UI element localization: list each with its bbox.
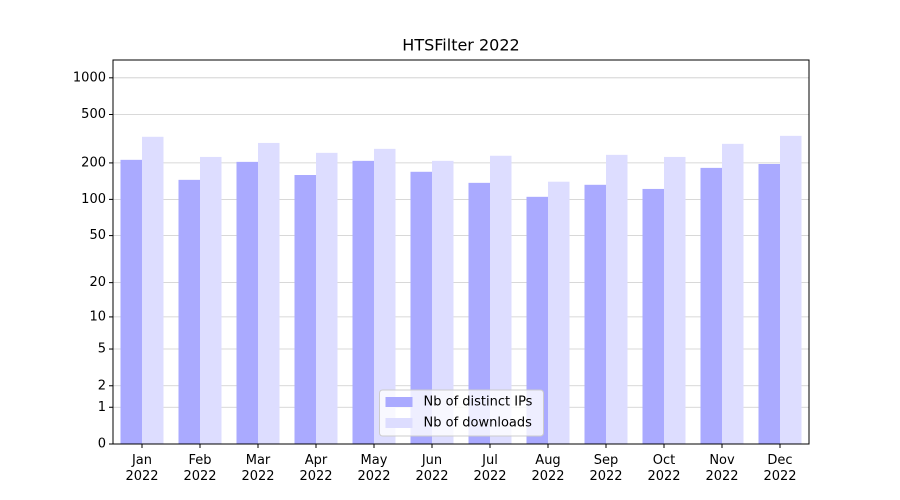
legend-box [379,389,544,437]
x-tick-label: Aug 2022 [531,453,565,484]
x-tick-label: Jul 2022 [473,453,507,484]
y-tick-label: 1 [98,400,106,415]
y-tick-label: 200 [81,155,106,170]
chart-title: HTSFilter 2022 [402,36,519,55]
bar [374,148,396,444]
bar [316,152,338,445]
bar [120,159,142,444]
y-tick-label: 100 [81,192,106,207]
y-tick-label: 0 [98,437,106,452]
bar [142,136,164,444]
bar [584,184,606,444]
bar [526,196,548,444]
x-tick-label: Dec 2022 [763,453,797,484]
x-tick-label: Jun 2022 [415,453,449,484]
x-tick-label: Oct 2022 [647,453,681,484]
legend-label: Nb of distinct IPs [424,395,533,410]
bar [606,154,628,444]
bar [664,156,686,444]
x-tick-label: Mar 2022 [241,453,275,484]
legend-swatch [385,418,413,428]
bar [468,182,490,444]
x-tick-label: May 2022 [357,453,391,484]
bar [410,171,432,444]
bar [258,142,280,445]
bar [548,181,570,444]
bar [178,179,200,445]
bar [722,143,744,445]
y-tick-label: 5 [98,342,106,357]
y-tick-label: 10 [89,309,106,324]
bar [642,188,664,444]
legend-swatch [385,397,413,407]
bar [432,160,454,444]
x-tick-label: Apr 2022 [299,453,333,484]
bar [780,135,802,445]
legend: Nb of distinct IPs Nb of downloads [379,389,544,437]
x-tick-label: Feb 2022 [183,453,217,484]
bar [758,163,780,445]
bar [352,160,374,444]
bar [200,156,222,444]
y-tick-label: 20 [89,275,106,290]
y-tick-label: 500 [81,107,106,122]
y-tick-label: 50 [89,228,106,243]
legend-label: Nb of downloads [424,416,533,431]
y-tick-label: 1000 [73,70,106,85]
bar [236,161,258,444]
bar [294,175,316,444]
grid [113,77,809,445]
axes-frame [112,59,810,445]
y-tick-label: 2 [98,378,106,393]
x-tick-label: Nov 2022 [705,453,739,484]
x-tick-label: Jan 2022 [125,453,159,484]
x-tick-label: Sep 2022 [589,453,623,484]
bar [700,167,722,444]
bar [490,155,512,444]
